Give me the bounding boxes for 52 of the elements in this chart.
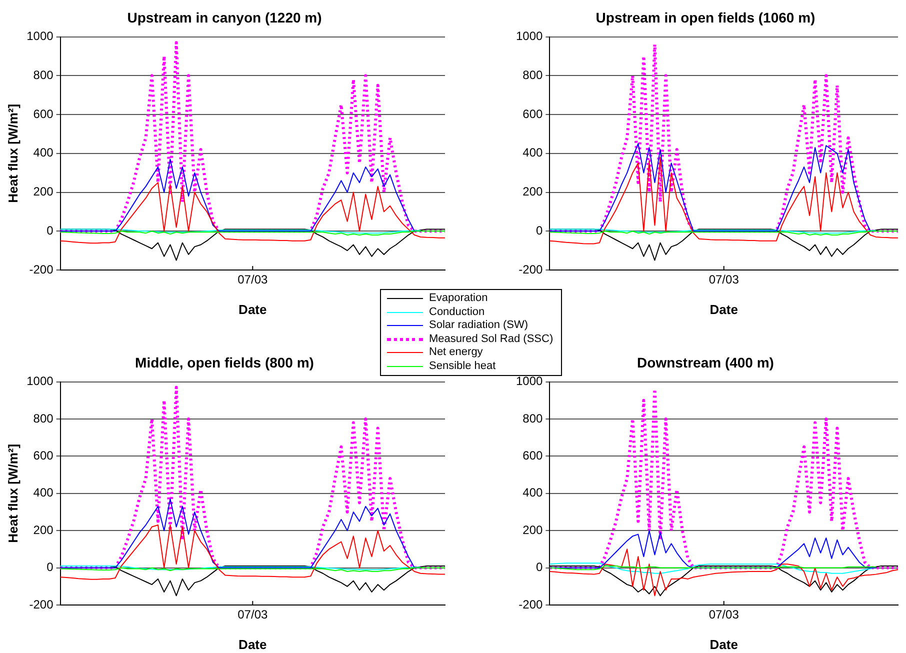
x-axis-title: Date — [710, 302, 738, 317]
y-axis-title: Heat flux [W/m²] — [5, 104, 20, 203]
x-axis-title: Date — [238, 636, 267, 652]
y-tick-label: 400 — [33, 146, 54, 160]
y-tick-label: -200 — [518, 262, 544, 276]
y-tick-label: 0 — [46, 223, 54, 238]
y-tick-label: 200 — [522, 522, 544, 537]
legend-label: Sensible heat — [429, 360, 496, 373]
line-series — [548, 388, 900, 570]
y-tick-label: -200 — [29, 597, 54, 612]
text: 07/03 — [238, 272, 268, 286]
y-tick-label: 600 — [33, 448, 54, 463]
y-tick-label: 600 — [522, 448, 544, 463]
y-tick-label: 400 — [522, 146, 544, 160]
y-tick-label: 1000 — [26, 29, 54, 44]
y-tick-label: 800 — [522, 68, 544, 82]
x-axis-title: Date — [710, 636, 738, 652]
y-tick-label: 600 — [522, 106, 544, 121]
chart-title: Upstream in canyon (1220 m) — [127, 9, 322, 26]
line-series — [548, 43, 900, 233]
legend-label: Net energy — [429, 346, 483, 360]
text: 07/03 — [708, 272, 740, 286]
y-tick-label: 1000 — [26, 374, 54, 388]
legend-label: Evaporation — [429, 292, 488, 306]
y-tick-label: 200 — [33, 522, 54, 537]
y-tick-label: -200 — [518, 597, 544, 612]
y-tick-label: 1000 — [516, 374, 544, 388]
x-axis-title: Date — [238, 302, 267, 317]
chart-title: Upstream in open fields (1060 m) — [596, 9, 816, 26]
text: 07/03 — [238, 607, 268, 622]
text: 07/03 — [708, 607, 740, 622]
y-tick-label: -200 — [29, 262, 54, 276]
y-tick-label: 0 — [46, 560, 54, 574]
y-tick-label: 200 — [33, 184, 54, 199]
y-axis-title: Heat flux [W/m²] — [5, 444, 20, 543]
y-tick-label: 600 — [33, 106, 54, 121]
legend-label: Solar radiation (SW) — [429, 319, 528, 332]
y-tick-label: 800 — [33, 411, 54, 426]
chart-title: Middle, open fields (800 m) — [135, 354, 314, 370]
y-tick-label: 800 — [522, 411, 544, 426]
y-tick-label: 0 — [536, 560, 544, 574]
y-tick-label: 1000 — [516, 29, 544, 44]
chart-title: Downstream (400 m) — [637, 354, 774, 370]
line-series — [58, 386, 446, 570]
y-tick-label: 400 — [522, 486, 544, 500]
legend-label: Conduction — [429, 306, 485, 319]
y-tick-label: 0 — [536, 223, 544, 238]
y-tick-label: 200 — [522, 184, 544, 199]
legend-label: Measured Sol Rad (SSC) — [429, 332, 554, 346]
line-series — [58, 41, 446, 233]
y-tick-label: 400 — [33, 486, 54, 500]
y-tick-label: 800 — [33, 68, 54, 82]
